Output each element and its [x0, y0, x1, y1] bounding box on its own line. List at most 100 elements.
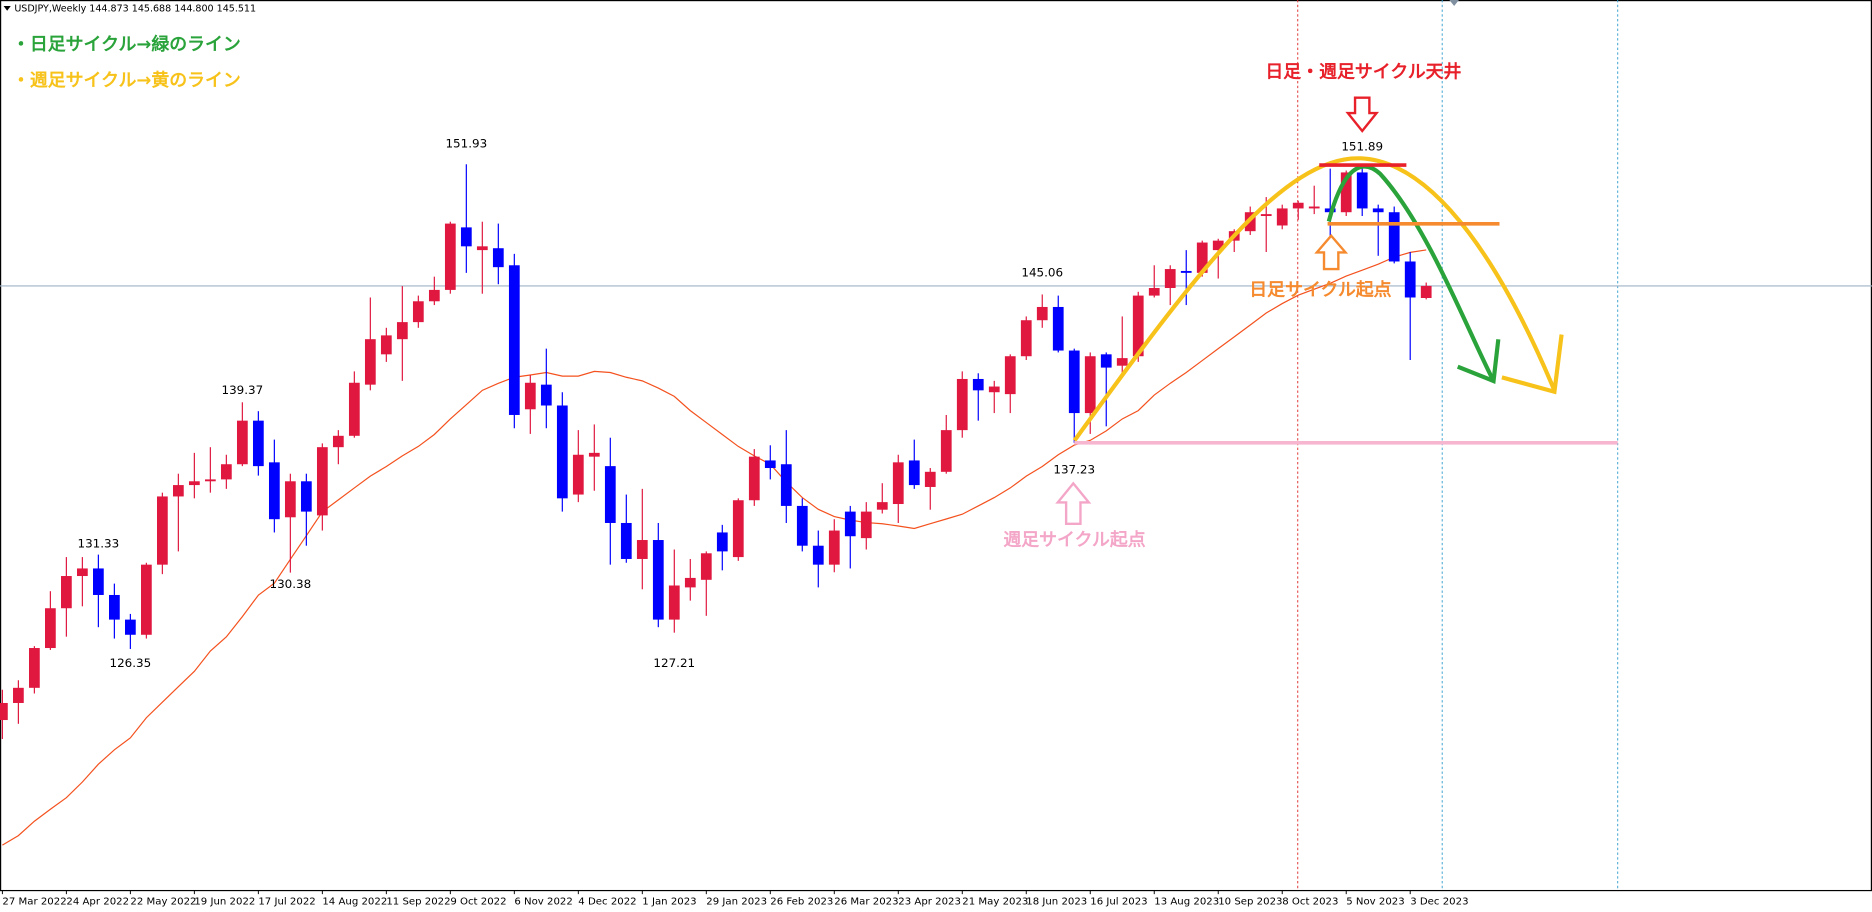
candle-body	[140, 564, 152, 635]
annotation: 日足サイクル起点	[1249, 279, 1391, 301]
plot-frame	[0, 0, 1872, 892]
candle-body	[61, 576, 72, 609]
x-tick-label: 17 Jul 2022	[258, 896, 315, 907]
candle-body	[1212, 240, 1224, 251]
candle-body	[604, 466, 616, 523]
annotation: 週足サイクル起点	[1003, 529, 1145, 551]
candle-body	[1356, 172, 1368, 209]
top-arrow	[1345, 96, 1380, 133]
daily-cycle-arrowhead	[1456, 339, 1501, 384]
extreme-label: 130.38	[269, 577, 311, 591]
candle-body	[348, 382, 360, 436]
candles	[0, 164, 1432, 739]
candle-body	[956, 378, 968, 431]
candle-body	[284, 481, 296, 518]
legend-note: ・週足サイクル→黄のライン	[12, 69, 241, 91]
weekly-cycle-arrowhead	[1501, 334, 1564, 395]
candle-body	[1132, 295, 1144, 357]
candle-body	[476, 246, 488, 251]
candle-body	[636, 540, 648, 559]
candle-body	[77, 568, 88, 577]
x-tick-label: 1 Jan 2023	[642, 896, 696, 907]
x-tick-label: 18 Jun 2023	[1026, 896, 1087, 907]
candle-body	[172, 485, 184, 497]
extreme-label: 139.37	[221, 383, 263, 397]
candle-body	[109, 594, 120, 620]
candle-body	[444, 223, 456, 290]
candle-body	[220, 464, 232, 480]
shift-marker	[1449, 0, 1459, 6]
candle-body	[812, 545, 824, 565]
weekly-cycle-arc	[1072, 156, 1557, 442]
header: USDJPY,Weekly 144.873 145.688 144.800 14…	[14, 3, 256, 14]
legend-note: ・日足サイクル→緑のライン	[12, 33, 241, 55]
candle-body	[316, 447, 328, 516]
x-tick-label: 8 Oct 2023	[1282, 896, 1338, 907]
x-tick-label: 3 Dec 2023	[1410, 896, 1468, 907]
candle-body	[1068, 350, 1080, 414]
candle-body	[828, 530, 840, 565]
candle-body	[1372, 208, 1384, 213]
candle-body	[300, 481, 312, 512]
candle-body	[13, 687, 24, 703]
candle-body	[1340, 172, 1352, 213]
candle-body	[508, 265, 520, 415]
candle-body	[572, 454, 584, 495]
candle-body	[700, 553, 712, 580]
candle-body	[396, 322, 408, 340]
moving-average	[2, 249, 1427, 846]
x-tick-label: 29 Jan 2023	[706, 896, 767, 907]
weekly-start-arrow	[1055, 481, 1092, 526]
x-tick-label: 22 May 2022	[130, 896, 196, 907]
candle-body	[412, 301, 424, 323]
x-tick-label: 16 Jul 2023	[1090, 896, 1147, 907]
x-tick-label: 10 Sep 2023	[1218, 896, 1282, 907]
candle-body	[556, 405, 568, 499]
candle-body	[1292, 202, 1304, 209]
candle-body	[1308, 206, 1320, 209]
candle-body	[860, 511, 872, 539]
candle-body	[844, 511, 856, 537]
candle-body	[1004, 356, 1016, 395]
candle-body	[1404, 261, 1416, 298]
x-tick-label: 5 Nov 2023	[1346, 896, 1405, 907]
extreme-label: 137.23	[1053, 463, 1095, 477]
candle-body	[1260, 214, 1272, 217]
candle-body	[268, 462, 280, 520]
candle-body	[124, 619, 136, 635]
candle-body	[764, 460, 776, 469]
candle-body	[588, 452, 600, 457]
candle-body	[620, 522, 632, 559]
candle-body	[892, 462, 904, 505]
candle-body	[29, 648, 40, 688]
candle-body	[924, 471, 936, 487]
x-tick-label: 4 Dec 2022	[578, 896, 636, 907]
candle-body	[1196, 242, 1208, 273]
candle-body	[780, 464, 792, 506]
x-tick-label: 14 Aug 2022	[322, 896, 387, 907]
candle-body	[1420, 285, 1432, 298]
background-layer	[0, 0, 1872, 891]
candle-body	[748, 456, 760, 501]
candle-body	[1036, 306, 1048, 321]
candle-body	[908, 460, 920, 486]
candle-body	[540, 384, 552, 406]
extreme-label: 127.21	[653, 656, 695, 670]
symbol: USDJPY,Weekly	[14, 3, 86, 14]
ohlc: 144.800	[174, 3, 213, 14]
candle-body	[1100, 354, 1112, 368]
candle-body	[93, 568, 104, 595]
ohlc: 145.511	[217, 3, 256, 14]
candle-body	[988, 386, 1000, 393]
candle-body	[204, 479, 216, 482]
x-tick-label: 27 Mar 2022	[2, 896, 66, 907]
candle-body	[524, 382, 536, 410]
candle-body	[716, 532, 728, 552]
candle-body	[236, 420, 248, 465]
candle-body	[156, 496, 168, 565]
annotation-layer: ・日足サイクル→緑のライン ・週足サイクル→黄のライン 日足・週足サイクル天井 …	[12, 33, 1618, 670]
x-tick-label: 26 Mar 2023	[834, 896, 898, 907]
ohlc: 145.688	[132, 3, 171, 14]
ohlc: 144.873	[89, 3, 128, 14]
